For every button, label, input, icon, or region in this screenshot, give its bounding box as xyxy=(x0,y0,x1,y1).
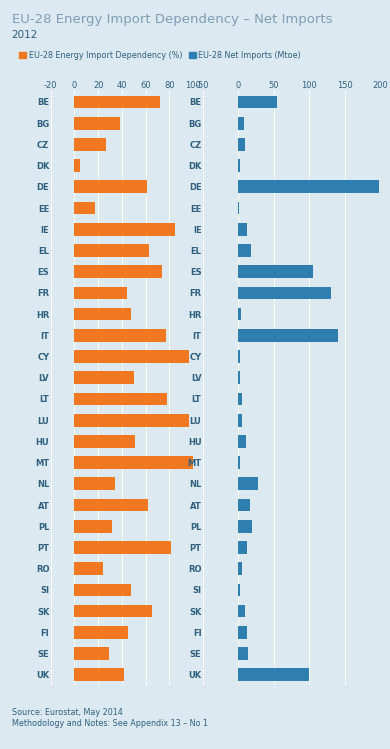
Bar xyxy=(238,562,242,575)
Bar xyxy=(74,541,170,554)
Legend: EU-28 Energy Import Dependency (%), EU-28 Net Imports (Mtoe): EU-28 Energy Import Dependency (%), EU-2… xyxy=(16,47,304,63)
Bar xyxy=(74,499,148,512)
Bar xyxy=(238,96,277,109)
Bar xyxy=(238,329,338,342)
Bar xyxy=(74,392,167,405)
Bar xyxy=(74,372,134,384)
Bar xyxy=(238,477,258,490)
Bar xyxy=(238,647,248,660)
Bar xyxy=(74,626,128,639)
Bar xyxy=(238,287,331,300)
Bar xyxy=(74,138,106,151)
Bar xyxy=(238,372,240,384)
Text: Source: Eurostat, May 2014: Source: Eurostat, May 2014 xyxy=(12,708,122,717)
Bar xyxy=(74,223,175,236)
Bar xyxy=(238,265,313,278)
Bar xyxy=(238,520,252,533)
Bar xyxy=(238,435,246,448)
Bar xyxy=(238,541,247,554)
Bar xyxy=(238,413,242,426)
Bar xyxy=(238,181,379,193)
Bar xyxy=(238,604,245,617)
Bar xyxy=(74,456,193,469)
Bar xyxy=(74,160,80,172)
Bar xyxy=(238,223,247,236)
Bar xyxy=(74,435,135,448)
Bar xyxy=(238,138,245,151)
Bar xyxy=(74,265,162,278)
Bar xyxy=(238,499,250,512)
Bar xyxy=(238,351,240,363)
Bar xyxy=(74,562,103,575)
Bar xyxy=(74,351,190,363)
Bar xyxy=(238,392,242,405)
Bar xyxy=(238,244,251,257)
Bar xyxy=(238,668,309,681)
Bar xyxy=(74,244,149,257)
Bar xyxy=(238,160,240,172)
Bar xyxy=(74,329,166,342)
Text: EU-28 Energy Import Dependency – Net Imports: EU-28 Energy Import Dependency – Net Imp… xyxy=(12,13,332,26)
Bar xyxy=(74,287,127,300)
Bar xyxy=(238,117,244,130)
Bar xyxy=(74,604,152,617)
Bar xyxy=(74,647,109,660)
Text: Methodology and Notes: See Appendix 13 – No 1: Methodology and Notes: See Appendix 13 –… xyxy=(12,719,208,728)
Bar xyxy=(238,456,240,469)
Text: 2012: 2012 xyxy=(12,30,38,40)
Bar xyxy=(74,181,147,193)
Bar xyxy=(74,477,115,490)
Bar xyxy=(74,668,124,681)
Bar xyxy=(238,308,241,321)
Bar xyxy=(74,520,112,533)
Bar xyxy=(74,413,190,426)
Bar xyxy=(74,96,160,109)
Bar xyxy=(74,308,131,321)
Bar xyxy=(74,117,119,130)
Bar xyxy=(74,201,95,214)
Bar xyxy=(74,583,131,596)
Bar xyxy=(238,626,247,639)
Bar xyxy=(238,201,239,214)
Bar xyxy=(238,583,240,596)
